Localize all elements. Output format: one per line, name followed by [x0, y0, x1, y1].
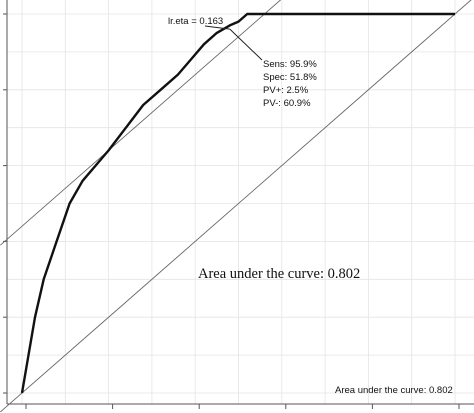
threshold-leader-line — [204, 25, 230, 30]
stat-pv-positive: PV+: 2.5% — [263, 85, 309, 96]
stat-pv-negative: PV-: 60.9% — [263, 98, 311, 109]
stats-leader-line — [229, 28, 263, 61]
tangent-line — [0, 0, 282, 246]
auc-label-large: Area under the curve: 0.802 — [198, 266, 360, 282]
optimal-point-annotation: lr.eta = 0.163 Sens: 95.9% Spec: 51.8% P… — [168, 16, 317, 109]
auc-label-small: Area under the curve: 0.802 — [335, 385, 453, 396]
axes — [3, 0, 474, 409]
stat-sensitivity: Sens: 95.9% — [263, 59, 317, 70]
threshold-label: lr.eta = 0.163 — [168, 16, 223, 27]
roc-curve — [20, 12, 455, 394]
stat-specificity: Spec: 51.8% — [263, 72, 317, 83]
